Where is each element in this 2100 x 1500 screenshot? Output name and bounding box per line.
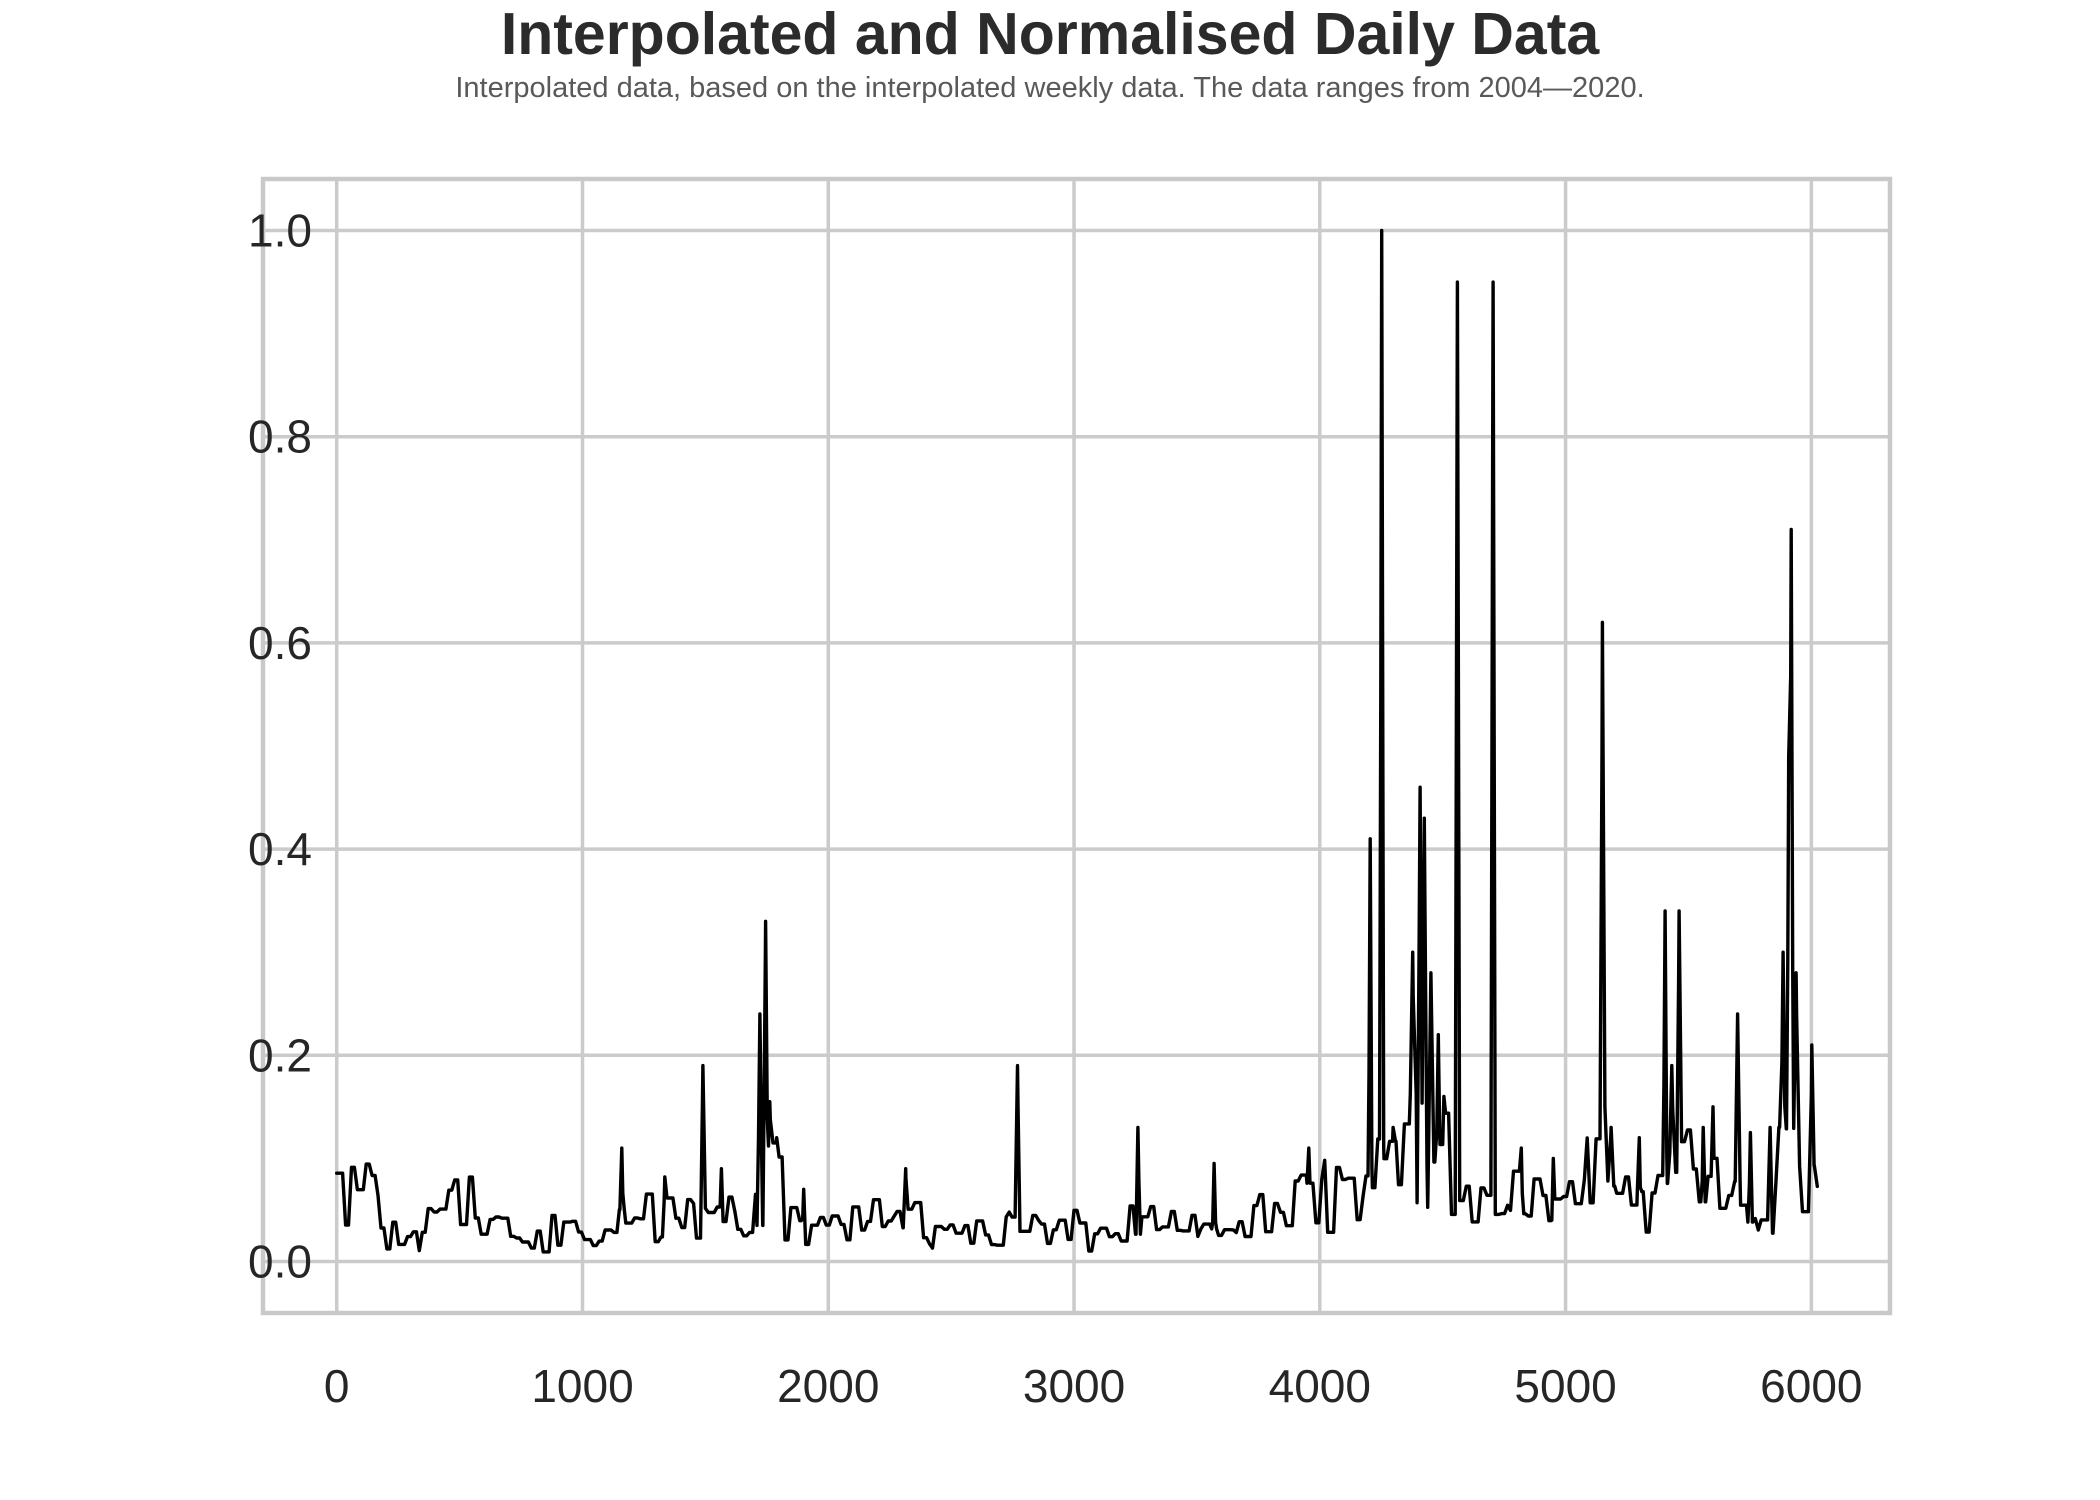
y-axis-tick-label: 0.8 bbox=[248, 411, 312, 463]
x-axis-tick-label: 5000 bbox=[1514, 1360, 1616, 1412]
y-axis-tick-label: 0.2 bbox=[248, 1029, 312, 1081]
y-axis-tick-label: 0.0 bbox=[248, 1235, 312, 1287]
x-axis-tick-label: 3000 bbox=[1023, 1360, 1125, 1412]
x-axis-tick-label: 2000 bbox=[777, 1360, 879, 1412]
chart-title: Interpolated and Normalised Daily Data bbox=[500, 1, 1600, 67]
plot-area-border bbox=[260, 176, 1893, 1316]
x-axis-tick-label: 6000 bbox=[1760, 1360, 1862, 1412]
y-axis-tick-label: 0.6 bbox=[248, 617, 312, 669]
chart-subtitle: Interpolated data, based on the interpol… bbox=[455, 72, 1645, 104]
y-axis-tick-label: 1.0 bbox=[248, 205, 312, 257]
y-axis-tick-label: 0.4 bbox=[248, 823, 312, 875]
x-axis-tick-label: 0 bbox=[324, 1360, 350, 1412]
data-line bbox=[335, 228, 1820, 1254]
x-axis-tick-label: 1000 bbox=[531, 1360, 633, 1412]
x-axis-tick-label: 4000 bbox=[1269, 1360, 1371, 1412]
